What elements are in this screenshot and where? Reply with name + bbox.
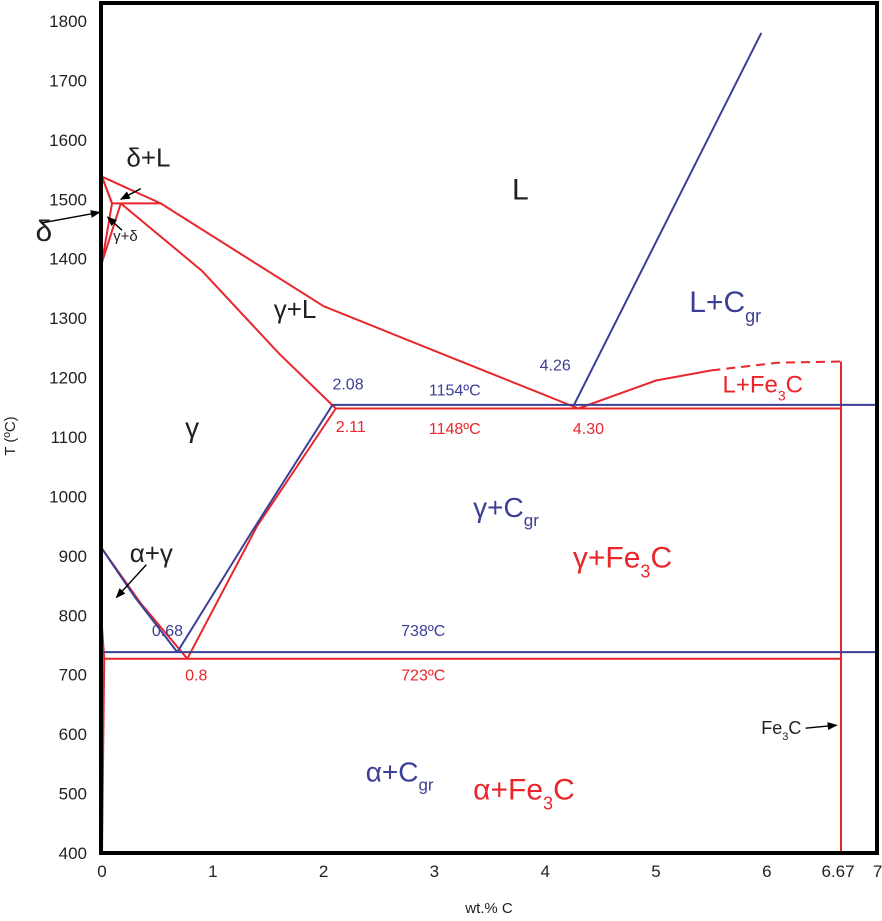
y-tick-label: 1100 [50, 428, 87, 447]
region-label-8: γ+Cgr [473, 492, 539, 530]
y-axis-label: T (ºC) [2, 416, 19, 455]
phase-line-15 [176, 404, 334, 653]
y-tick-label: 800 [59, 606, 87, 625]
y-tick-label: 1600 [49, 131, 87, 150]
phase-line-9 [186, 407, 337, 660]
x-axis-ticks: 0 1 2 3 4 5 6 7 6.67 [97, 862, 882, 881]
region-label-1: δ+L [126, 143, 170, 173]
phase-line-16 [101, 548, 179, 653]
y-tick-label: 1700 [49, 71, 87, 90]
x-tick-label: 4 [540, 862, 549, 881]
x-tick-label: 1 [208, 862, 217, 881]
plot-frame [99, 1, 879, 855]
phase-line-13 [573, 32, 763, 406]
region-label-14: 2.08 [332, 376, 363, 393]
y-tick-label: 400 [59, 844, 87, 863]
phase-line-1 [101, 175, 579, 410]
y-tick-label: 1300 [49, 309, 87, 328]
annotation-arrows [40, 187, 838, 731]
region-label-11: γ+Fe3C [573, 542, 672, 582]
x-tick-label: 3 [430, 862, 439, 881]
y-axis-ticks: 400 500 600 700 800 900 1000 1100 1200 1300 1400 15… [49, 12, 87, 863]
region-label-20: 1148ºC [429, 421, 481, 438]
region-label-2: δ [36, 215, 53, 248]
phase-boundaries [101, 32, 878, 854]
phase-line-2 [101, 176, 113, 263]
region-label-0: L [512, 173, 529, 206]
region-label-6: α+γ [130, 538, 173, 568]
x-axis-label: wt.% C [464, 900, 513, 917]
region-label-12: α+Fe3C [473, 774, 575, 814]
region-label-17: 0.68 [152, 623, 183, 640]
region-label-23: 723ºC [401, 668, 445, 685]
x-tick-label: 7 [873, 862, 882, 881]
region-label-13: Fe3C [761, 718, 801, 743]
region-label-9: α+Cgr [366, 757, 434, 795]
annotation-arrow-0 [119, 187, 142, 200]
x-tick-label: 2 [319, 862, 328, 881]
region-labels: Lδ+L δ γ+δ γ+L γ α+γ L+Cgr γ+Cgr α+Cgr L+Fe3C γ+Fe… [36, 143, 803, 814]
region-label-15: 1154ºC [429, 382, 481, 399]
region-label-5: γ [185, 412, 199, 443]
region-label-7: L+Cgr [689, 286, 761, 326]
y-tick-label: 600 [59, 725, 87, 744]
region-label-22: 0.8 [185, 668, 207, 685]
annotation-arrow-3 [115, 564, 147, 599]
region-label-10: L+Fe3C [722, 371, 803, 403]
annotation-arrow-4 [805, 722, 838, 731]
region-label-3: γ+δ [113, 228, 138, 245]
annotation-arrow-2 [106, 216, 123, 231]
y-tick-label: 500 [59, 785, 87, 804]
y-tick-label: 1200 [49, 369, 87, 388]
phase-line-7 [711, 360, 842, 372]
x-tick-label: 6 [762, 862, 771, 881]
y-tick-label: 900 [59, 547, 87, 566]
phase-line-3 [101, 203, 122, 263]
annotation-arrow-1 [40, 210, 101, 224]
phase-line-4 [120, 202, 337, 410]
region-label-16: 4.26 [540, 357, 571, 374]
x-tick-label: 5 [651, 862, 660, 881]
region-label-4: γ+L [274, 294, 317, 324]
x-tick-label: 0 [97, 862, 106, 881]
region-label-18: 738ºC [401, 623, 445, 640]
y-tick-label: 1400 [49, 250, 87, 269]
y-tick-label: 700 [59, 666, 87, 685]
y-tick-label: 1500 [49, 190, 87, 209]
y-tick-label: 1000 [49, 487, 87, 506]
y-tick-label: 1800 [49, 12, 87, 31]
region-label-21: 4.30 [573, 421, 604, 438]
region-label-19: 2.11 [336, 419, 366, 436]
x-tick-label-fe3c: 6.67 [821, 862, 854, 881]
phase-line-6 [578, 369, 712, 410]
